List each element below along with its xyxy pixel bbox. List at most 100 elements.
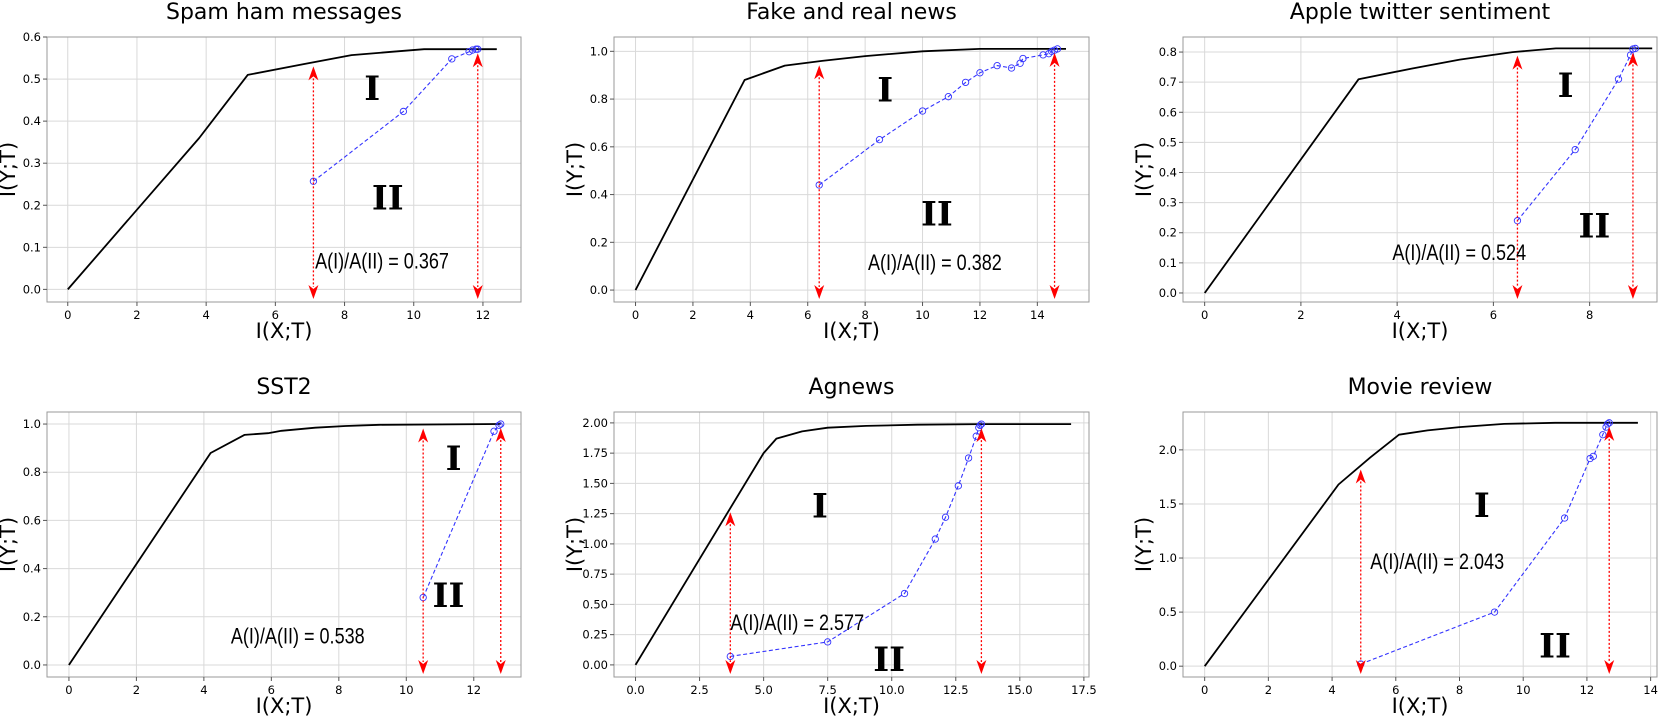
data-point <box>1589 452 1597 460</box>
y-axis-label: I(Y;T) <box>1132 517 1156 572</box>
y-tick-label: 0.25 <box>582 628 608 642</box>
arrowhead-down <box>1604 660 1615 674</box>
y-tick-label: 2.0 <box>1159 443 1177 457</box>
region-label-ii: II <box>921 195 953 235</box>
y-tick-label: 0.1 <box>1159 256 1177 270</box>
arrowhead-up <box>1512 55 1523 70</box>
arrowhead-down <box>418 660 429 674</box>
axes-frame <box>1182 36 1658 303</box>
data-point <box>824 638 832 646</box>
axes-frame <box>1182 411 1658 678</box>
x-axis-label: I(X;T) <box>1392 694 1449 716</box>
y-axis-label: I(Y;T) <box>563 517 587 572</box>
arrowhead-up <box>976 428 987 443</box>
data-point <box>1019 54 1027 63</box>
data-point <box>1007 64 1016 72</box>
y-tick-label: 0.2 <box>23 610 41 624</box>
chart-panel-b: 0 2 4 6 8 10 12 14 0.0 0.2 0.4 0.6 0.8 1.0 Fake and re… <box>563 0 1090 343</box>
region-label-ii: II <box>1579 206 1611 246</box>
x-tick-label: 2 <box>1265 683 1272 697</box>
x-axis-label: I(X;T) <box>823 319 880 343</box>
y-tick-label: 0.3 <box>23 156 41 170</box>
region-label-i: I <box>877 70 893 110</box>
data-point <box>1016 59 1024 67</box>
y-tick-label: 0.0 <box>23 658 41 672</box>
y-tick-label: 1.5 <box>1159 497 1177 511</box>
data-point <box>309 177 318 185</box>
y-tick-label: 0.00 <box>582 658 608 672</box>
y-tick-label: 0.8 <box>23 465 41 479</box>
x-tick-label: 10 <box>1516 683 1531 697</box>
x-tick-label: 4 <box>202 308 209 322</box>
y-tick-label: 0.7 <box>1159 75 1177 89</box>
y-tick-label: 0.5 <box>23 72 41 86</box>
axes-frame <box>613 411 1090 678</box>
arrowhead-up <box>495 428 506 443</box>
data-point <box>1571 145 1579 154</box>
chart-title: SST2 <box>256 375 311 400</box>
data-point <box>497 420 505 428</box>
chart-panel-e: 0.0 2.5 5.0 7.5 10.0 12.5 15.0 17.5 0.00 0.25 0.50… <box>563 375 1097 716</box>
y-axis-label: I(Y;T) <box>1132 142 1156 197</box>
x-tick-label: 17.5 <box>1071 683 1097 697</box>
data-point <box>468 46 477 54</box>
series-line-blue <box>818 48 1058 186</box>
arrowhead-down <box>495 660 506 674</box>
y-tick-label: 0.0 <box>23 282 41 296</box>
data-point <box>964 454 973 462</box>
x-axis-label: I(X;T) <box>256 694 313 716</box>
arrowhead-up <box>1604 426 1615 441</box>
arrowhead-up <box>1049 52 1060 67</box>
x-axis-label: I(X;T) <box>823 694 880 716</box>
x-tick-label: 10 <box>406 308 421 322</box>
y-tick-label: 0.5 <box>1159 135 1177 149</box>
arrowhead-down <box>308 285 319 299</box>
area-ratio-label: A(I)/A(II) = 2.043 <box>1370 550 1504 574</box>
y-tick-label: 0.4 <box>1159 166 1177 180</box>
area-ratio-label: A(I)/A(II) = 2.577 <box>730 611 864 635</box>
chart-panel-c: 0 2 4 6 8 0.0 0.1 0.2 0.3 0.4 0.5 0.6 0.7 0.8 Apple tw… <box>1132 0 1658 343</box>
y-tick-label: 1.0 <box>1159 551 1177 565</box>
y-tick-label: 1.0 <box>590 44 608 58</box>
series-line-black <box>1203 47 1653 294</box>
axes-frame <box>46 36 522 303</box>
data-point <box>1053 45 1062 53</box>
y-tick-label: 0.0 <box>1159 286 1177 300</box>
y-tick-label: 1.50 <box>582 476 608 490</box>
x-tick-label: 0 <box>65 683 72 697</box>
x-tick-label: 0 <box>1201 308 1208 322</box>
chart-panel-d: 0 2 4 6 8 10 12 0.0 0.2 0.4 0.6 0.8 1.0 SST2 I(X;T) I(Y… <box>0 375 522 716</box>
y-tick-label: 0.8 <box>1159 45 1177 59</box>
data-point <box>1631 44 1639 53</box>
y-tick-label: 0.4 <box>23 562 41 576</box>
series-line-black <box>634 423 1072 666</box>
data-point <box>976 69 984 77</box>
data-point <box>1599 431 1607 439</box>
arrowhead-up <box>1355 469 1366 484</box>
data-point <box>954 482 962 490</box>
region-label-ii: II <box>372 178 404 218</box>
x-tick-label: 10.0 <box>879 683 905 697</box>
x-axis-label: I(X;T) <box>256 319 313 343</box>
x-tick-label: 5.0 <box>754 683 772 697</box>
data-point <box>490 427 498 435</box>
arrowhead-down <box>1512 285 1523 299</box>
x-tick-label: 2.5 <box>690 683 708 697</box>
chart-title: Movie review <box>1348 375 1493 400</box>
data-point <box>495 421 503 429</box>
y-tick-label: 0.6 <box>23 513 41 527</box>
x-tick-label: 8 <box>1586 308 1593 322</box>
y-tick-label: 0.2 <box>23 198 41 212</box>
region-label-ii: II <box>433 576 465 616</box>
x-tick-label: 10 <box>399 683 414 697</box>
x-tick-label: 0 <box>64 308 71 322</box>
arrowhead-up <box>725 512 736 527</box>
arrowhead-up <box>1627 52 1638 67</box>
x-tick-label: 14 <box>1643 683 1658 697</box>
y-tick-label: 0.3 <box>1159 196 1177 210</box>
y-tick-label: 0.6 <box>590 140 608 154</box>
series-line-blue <box>1516 47 1636 222</box>
x-tick-label: 12.5 <box>943 683 969 697</box>
chart-panel-f: 0 2 4 6 8 10 12 14 0.0 0.5 1.0 1.5 2.0 Movie review I(… <box>1132 375 1658 716</box>
